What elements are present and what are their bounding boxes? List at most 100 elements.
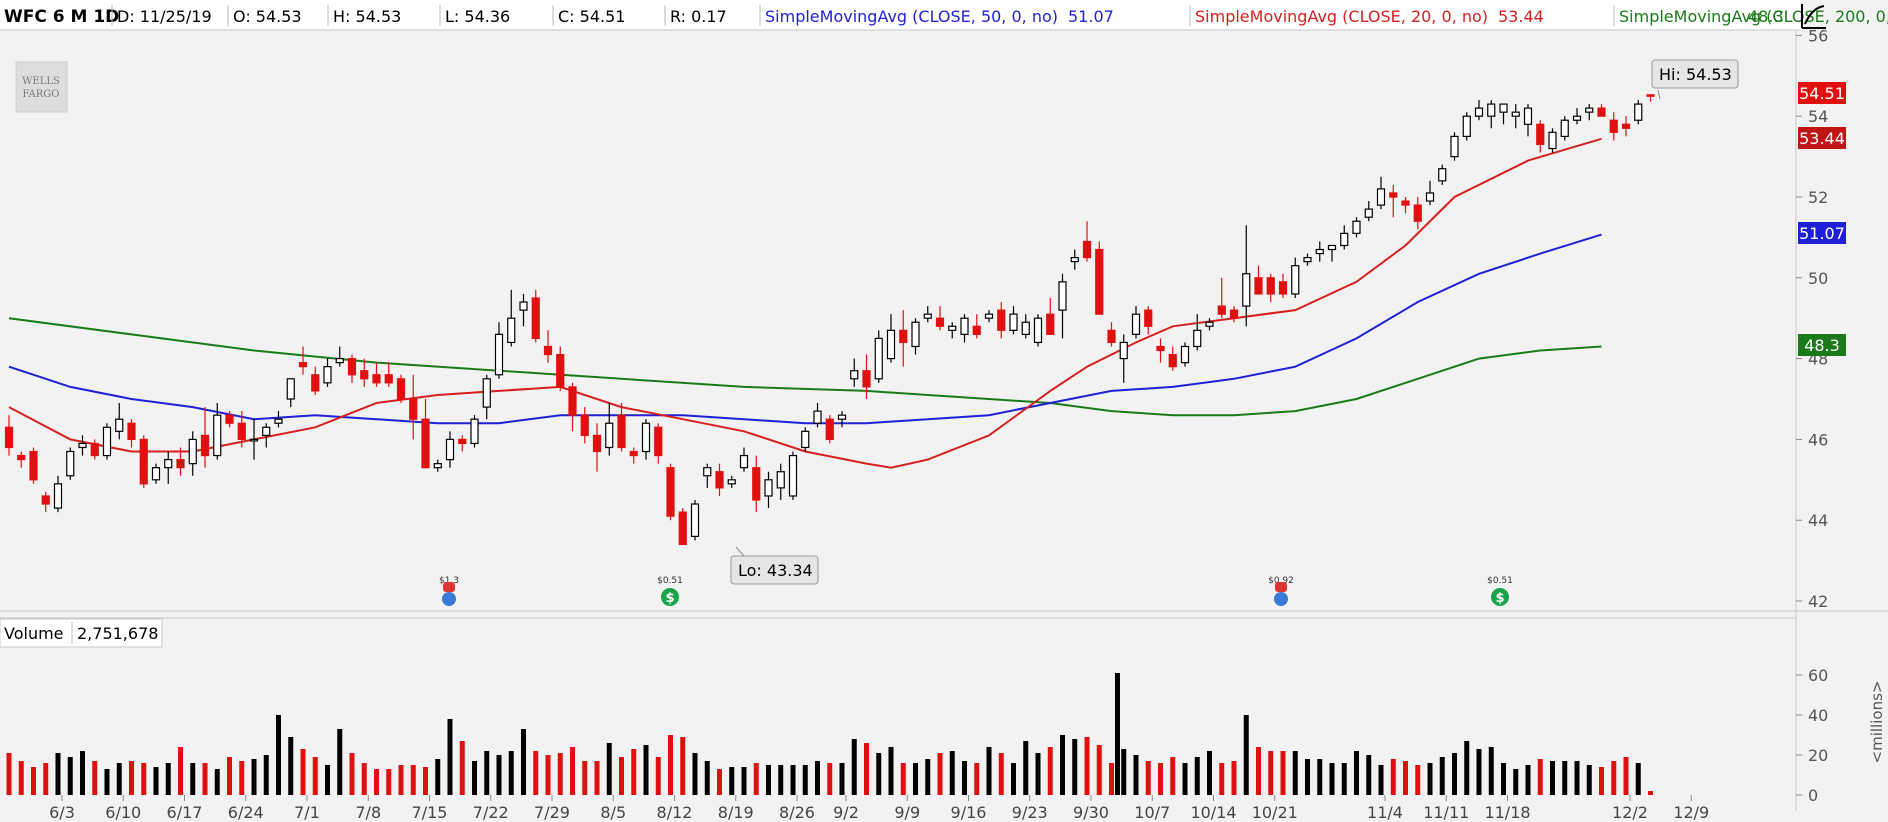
volume-bar <box>1115 673 1120 795</box>
candle-body <box>948 325 957 331</box>
range-label: R: 0.17 <box>670 7 727 26</box>
sma20-line <box>8 137 1602 469</box>
sma50-study-label[interactable]: SimpleMovingAvg (CLOSE, 50, 0, no) <box>765 7 1058 26</box>
volume-bar <box>888 747 894 795</box>
sma200-study-label[interactable]: SimpleMovingAvg (CLOSE, 200, 0, no) <box>1619 7 1888 26</box>
volume-bar <box>1476 749 1482 795</box>
candle-body <box>1376 188 1386 206</box>
volume-bar <box>594 761 600 795</box>
volume-bar <box>655 757 661 795</box>
candle-body <box>360 370 369 380</box>
volume-bar <box>1096 745 1102 795</box>
volume-bar <box>1011 763 1016 795</box>
candle-body <box>960 317 969 335</box>
candle-body <box>923 313 932 319</box>
volume-bar <box>1194 757 1200 795</box>
symbol-label[interactable]: WFC 6 M 1D <box>4 7 119 27</box>
date-tick-label: 7/15 <box>412 803 448 822</box>
date-tick-label: 6/24 <box>228 803 264 822</box>
volume-bar <box>680 737 686 795</box>
candle-body <box>727 479 736 485</box>
sma50-price-text: 51.07 <box>1799 224 1845 243</box>
volume-bar <box>1072 739 1078 795</box>
volume-bar <box>31 767 36 795</box>
volume-bar <box>92 761 98 795</box>
candle-body <box>1499 103 1508 113</box>
volume-tick-label: 40 <box>1808 706 1828 725</box>
sma20-study-label[interactable]: SimpleMovingAvg (CLOSE, 20, 0, no) <box>1195 7 1488 26</box>
volume-bar <box>1158 763 1163 795</box>
candle-body <box>1560 119 1569 137</box>
date-tick-label: 11/4 <box>1367 803 1403 822</box>
candle-body <box>53 483 63 509</box>
volume-axis: 0 20 40 60 <box>1796 666 1828 805</box>
volume-label[interactable]: Volume <box>4 624 64 643</box>
candle-body <box>1352 220 1361 234</box>
candle-body <box>935 317 945 327</box>
volume-bar <box>459 741 465 795</box>
sma200-study-value: 48.3 <box>1748 7 1784 26</box>
candle-body <box>176 459 185 469</box>
candle-body <box>1474 107 1484 117</box>
volume-bar <box>18 761 24 795</box>
candle-body <box>1095 248 1104 315</box>
volume-bar <box>410 765 416 795</box>
date-tick-label: 7/22 <box>473 803 509 822</box>
dividend-icon-glyph: $ <box>1495 591 1504 606</box>
candle-body <box>1413 204 1422 222</box>
candle-body <box>445 438 455 461</box>
candle-body <box>458 438 467 445</box>
volume-bar <box>141 763 147 795</box>
drawing-tool-icon[interactable] <box>1801 4 1826 29</box>
volume-bar <box>815 761 820 795</box>
candle-body <box>1058 281 1067 311</box>
candle-body <box>213 414 222 457</box>
candle-body <box>298 362 308 368</box>
volume-bar <box>717 769 722 795</box>
candle-body <box>1168 353 1177 368</box>
candle-body <box>1572 115 1582 121</box>
event-amount-label: $1.3 <box>439 576 459 586</box>
open-label: O: 54.53 <box>233 7 302 26</box>
volume-bar <box>1317 759 1323 795</box>
sma200-line <box>8 317 1602 417</box>
date-tick-label: 10/21 <box>1252 803 1298 822</box>
candle-body <box>813 410 822 424</box>
logo-line1: WELLS <box>22 76 60 87</box>
volume-bar <box>668 735 673 795</box>
date-tick-label: 6/3 <box>49 803 75 822</box>
candle-body <box>605 422 614 449</box>
volume-bar <box>1243 715 1249 795</box>
volume-bar <box>692 753 698 795</box>
volume-bar <box>67 757 73 795</box>
volume-bar <box>374 769 379 795</box>
price-tick-label: 44 <box>1808 511 1828 530</box>
candle-body <box>1327 244 1337 251</box>
candle-body <box>568 386 577 416</box>
volume-bar <box>1170 757 1176 795</box>
volume-bar <box>986 747 992 795</box>
candle-body <box>1401 200 1410 206</box>
candle-body <box>1131 313 1141 335</box>
volume-bar <box>802 765 808 795</box>
volume-bar <box>913 763 918 795</box>
volume-bar <box>1611 761 1617 795</box>
date-tick-label: 6/17 <box>167 803 203 822</box>
candle-body <box>1315 248 1324 255</box>
dividend-icon <box>1491 588 1509 606</box>
volume-bar <box>263 755 269 795</box>
volume-bar <box>1464 741 1470 795</box>
volume-bar <box>251 759 257 795</box>
volume-bar <box>606 743 612 795</box>
volume-bar <box>423 767 428 795</box>
candle-body <box>997 309 1006 331</box>
candle-body <box>470 418 479 445</box>
volume-bar <box>974 763 980 795</box>
candle-body <box>384 374 393 384</box>
sma200-path <box>8 317 1602 417</box>
volume-bar <box>1427 763 1433 795</box>
volume-bar <box>337 729 343 795</box>
low-label: L: 54.36 <box>445 7 510 26</box>
